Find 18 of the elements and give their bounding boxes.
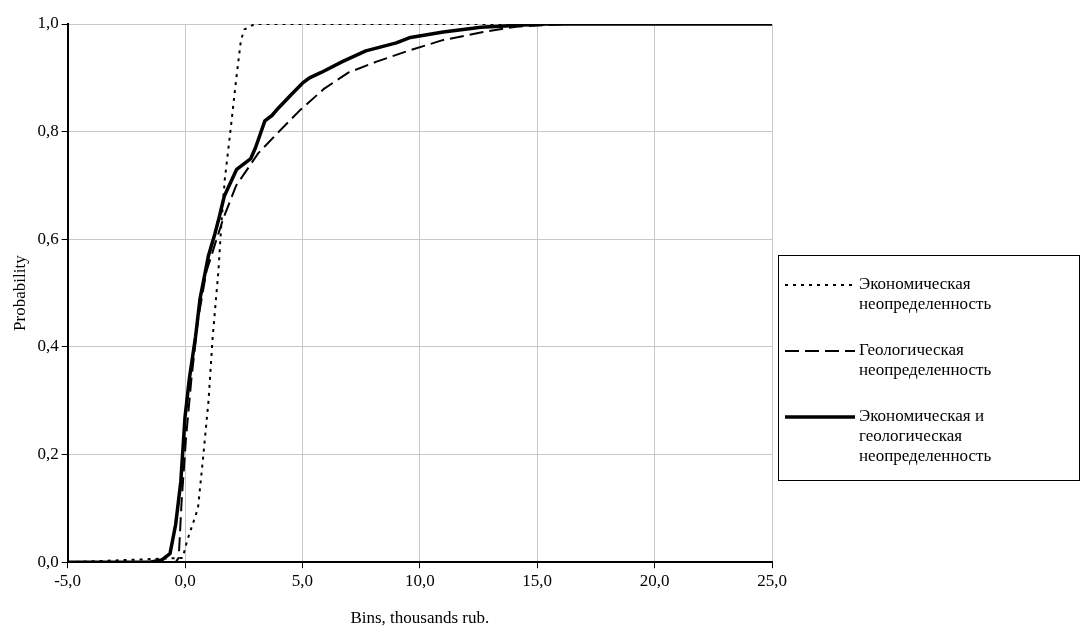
y-tick-label: 0,0 [37,551,59,571]
legend-label: Экономическая неопределенность [859,274,993,314]
x-tick-label: 15,0 [522,570,553,590]
y-tick-label: 1,0 [37,13,59,33]
x-tick-label: 20,0 [639,570,670,590]
x-axis-title: Bins, thousands rub. [350,608,490,628]
legend-label: Геологическая неопределенность [859,340,993,380]
legend-label: Экономическая и геологическая неопределенность [859,406,993,466]
x-tick-label: 25,0 [757,570,787,590]
y-axis-title: Probability [9,254,29,331]
x-tick-label: 5,0 [291,570,314,590]
x-tick-label: -5,0 [54,570,82,590]
x-tick-label: 10,0 [404,570,435,590]
y-tick-label: 0,2 [37,444,59,464]
y-tick-label: 0,8 [37,121,59,141]
y-tick-label: 0,6 [37,228,59,248]
y-tick-label: 0,4 [37,336,60,356]
x-tick-label: 0,0 [174,570,196,590]
